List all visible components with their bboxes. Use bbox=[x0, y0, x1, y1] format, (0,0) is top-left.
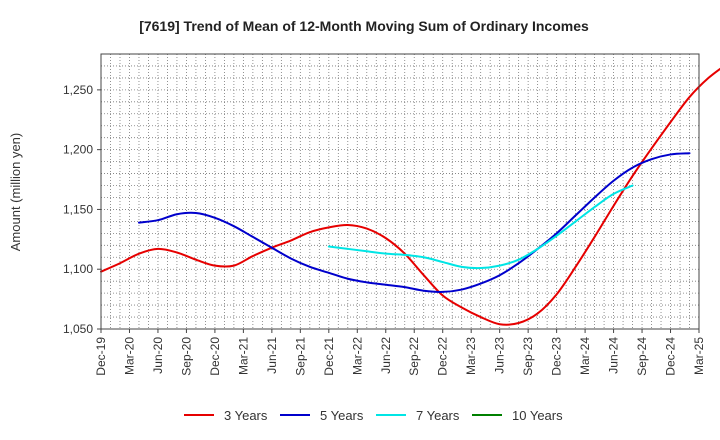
x-tick-label: Mar-21 bbox=[236, 337, 250, 375]
legend-label-10-years: 10 Years bbox=[512, 408, 563, 423]
series-line-7-years bbox=[327, 184, 634, 270]
y-tick-layer: 1,050 1,100 1,150 1,200 1,250 bbox=[63, 83, 101, 336]
legend: 3 Years 5 Years 7 Years 10 Years bbox=[184, 408, 563, 423]
x-tick-label: Dec-20 bbox=[208, 337, 222, 376]
x-tick-label: Sep-22 bbox=[407, 337, 421, 376]
x-tick-label: Jun-23 bbox=[493, 337, 507, 374]
series-line-5-years bbox=[137, 152, 691, 293]
plot-area bbox=[101, 54, 699, 329]
y-axis-label: Amount (million yen) bbox=[8, 133, 23, 252]
x-tick-label: Dec-19 bbox=[94, 337, 108, 376]
x-tick-label: Sep-21 bbox=[293, 337, 307, 376]
y-tick-label: 1,200 bbox=[63, 143, 93, 157]
x-tick-label: Dec-21 bbox=[322, 337, 336, 376]
series-layer bbox=[100, 67, 720, 326]
series-line-3-years bbox=[100, 67, 720, 326]
x-tick-label: Mar-24 bbox=[578, 337, 592, 375]
plot-frame bbox=[100, 53, 700, 330]
x-tick-label: Sep-23 bbox=[521, 337, 535, 376]
x-tick-label: Mar-22 bbox=[350, 337, 364, 375]
y-tick-label: 1,050 bbox=[63, 322, 93, 336]
x-tick-label: Jun-22 bbox=[379, 337, 393, 374]
x-tick-label: Mar-20 bbox=[122, 337, 136, 375]
legend-label-7-years: 7 Years bbox=[416, 408, 460, 423]
x-tick-label: Mar-23 bbox=[464, 337, 478, 375]
x-tick-label: Dec-24 bbox=[664, 337, 678, 376]
y-tick-label: 1,250 bbox=[63, 83, 93, 97]
legend-label-3-years: 3 Years bbox=[224, 408, 268, 423]
legend-label-5-years: 5 Years bbox=[320, 408, 364, 423]
y-tick-label: 1,100 bbox=[63, 262, 93, 276]
x-tick-label: Sep-24 bbox=[635, 337, 649, 376]
x-tick-label: Sep-20 bbox=[179, 337, 193, 376]
x-tick-label: Jun-21 bbox=[265, 337, 279, 374]
x-tick-layer: Dec-19 Mar-20 Jun-20 Sep-20 Dec-20 Mar-21 Jun-… bbox=[94, 329, 706, 376]
x-tick-label: Dec-23 bbox=[550, 337, 564, 376]
x-tick-label: Dec-22 bbox=[436, 337, 450, 376]
chart-title: [7619] Trend of Mean of 12-Month Moving … bbox=[139, 18, 589, 34]
x-tick-label: Jun-20 bbox=[151, 337, 165, 374]
grid-layer bbox=[101, 54, 699, 329]
x-tick-label: Mar-25 bbox=[692, 337, 706, 375]
x-tick-label: Jun-24 bbox=[607, 337, 621, 374]
y-tick-label: 1,150 bbox=[63, 202, 93, 216]
